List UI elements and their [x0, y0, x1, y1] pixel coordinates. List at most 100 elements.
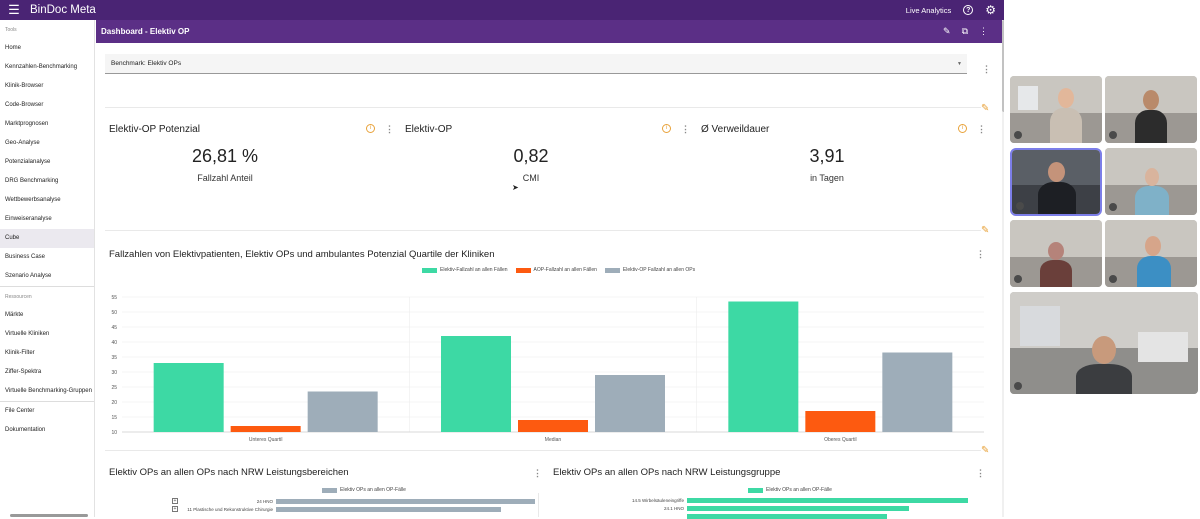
- legend-label: Elektiv-Fallzahl an allen Fällen: [440, 267, 508, 273]
- sidebar-item-geo-analyse[interactable]: Geo-Analyse: [5, 140, 40, 146]
- divider: [105, 450, 981, 451]
- legend-swatch: [604, 267, 620, 273]
- bar-elektiv-op-fallzahl: [595, 375, 665, 432]
- chart-title: Fallzahlen von Elektivpatienten, Elektiv…: [109, 249, 495, 260]
- expand-icon[interactable]: +: [172, 506, 178, 512]
- chart-more-icon[interactable]: ⋮: [976, 249, 985, 259]
- sidebar-item-drg-benchmarking[interactable]: DRG Benchmarking: [5, 178, 59, 184]
- kpi-label: CMI: [522, 173, 540, 183]
- y-tick-label: 55: [111, 295, 117, 301]
- kpi-more-icon[interactable]: ⋮: [681, 124, 690, 134]
- legend-item[interactable]: Elektiv-Fallzahl an allen Fällen: [422, 267, 508, 273]
- y-tick-label: 50: [111, 310, 117, 316]
- horizontal-bar[interactable]: [276, 499, 535, 504]
- sidebar-item-home[interactable]: Home: [5, 45, 22, 51]
- kpi-value: 0,82: [513, 146, 549, 166]
- sidebar-nav: Tools Home Kennzahlen-Benchmarking Klinik-B…: [0, 20, 95, 517]
- horizontal-bar-label: 24.1 HNO: [663, 505, 684, 511]
- video-tile[interactable]: [1105, 220, 1197, 287]
- chevron-down-icon[interactable]: ▼: [957, 61, 962, 67]
- video-tile[interactable]: [1105, 76, 1197, 143]
- sidebar-item-m-rkte[interactable]: Märkte: [5, 312, 24, 318]
- sidebar-item-potenzialanalyse[interactable]: Potenzialanalyse: [5, 159, 51, 165]
- sidebar-item-file-center[interactable]: File Center: [5, 408, 35, 414]
- sidebar-item-cube[interactable]: Cube: [0, 229, 94, 248]
- horizontal-bar[interactable]: [276, 507, 502, 512]
- sidebar-item-code-browser[interactable]: Code-Browser: [5, 102, 44, 108]
- info-icon[interactable]: i: [662, 124, 671, 133]
- bar-aop-fallzahl: [805, 411, 876, 432]
- legend-item[interactable]: Elektiv OPs an allen OP-Fälle: [748, 487, 832, 493]
- participant-body: [1135, 110, 1167, 143]
- video-tile[interactable]: [1010, 76, 1102, 143]
- sidebar-item-kennzahlen-benchmarking[interactable]: Kennzahlen-Benchmarking: [5, 64, 78, 70]
- kpi-value: 3,91: [809, 146, 845, 166]
- mic-muted-icon: [1109, 275, 1117, 283]
- chart-more-icon[interactable]: ⋮: [533, 468, 542, 478]
- horizontal-bar[interactable]: [687, 498, 968, 503]
- sidebar-item-marktprognosen[interactable]: Marktprognosen: [5, 121, 49, 127]
- live-analytics-label[interactable]: Live Analytics: [905, 5, 952, 15]
- gear-icon[interactable]: ⚙: [985, 3, 996, 17]
- more-vert-icon[interactable]: ⋮: [979, 26, 988, 36]
- expand-icon[interactable]: +: [172, 498, 178, 504]
- divider: [105, 230, 981, 231]
- chart-legend: Elektiv OPs an allen OP-Fälle: [322, 487, 414, 493]
- edit-pencil-icon[interactable]: ✎: [943, 26, 951, 36]
- mic-muted-icon: [1109, 131, 1117, 139]
- y-tick-label: 30: [111, 370, 117, 376]
- video-tile[interactable]: [1105, 148, 1197, 215]
- sidebar-item-business-case[interactable]: Business Case: [5, 254, 46, 260]
- benchmark-more-icon[interactable]: ⋮: [982, 64, 991, 74]
- x-tick-label: Median: [545, 437, 562, 443]
- sidebar-item-einweiseranalyse[interactable]: Einweiseranalyse: [5, 216, 52, 222]
- video-tile-self[interactable]: [1010, 292, 1198, 394]
- legend-label: Elektiv-OP Fallzahl an allen OPs: [622, 267, 696, 273]
- video-call-panel: [1004, 0, 1200, 517]
- kpi-more-icon[interactable]: ⋮: [977, 124, 986, 134]
- dashboard-title: Dashboard - Elektiv OP: [101, 27, 190, 36]
- sidebar-item-klinik-filter[interactable]: Klinik-Filter: [5, 350, 35, 356]
- legend-item[interactable]: Elektiv-OP Fallzahl an allen OPs: [604, 267, 696, 273]
- video-tile[interactable]: [1010, 220, 1102, 287]
- sidebar-scrollbar[interactable]: [10, 514, 88, 517]
- mic-muted-icon: [1014, 131, 1022, 139]
- bar-elektiv-op-fallzahl: [307, 391, 378, 432]
- edit-row-pencil-icon[interactable]: ✎: [981, 225, 990, 236]
- video-background: [1138, 332, 1188, 362]
- sidebar-item-klinik-browser[interactable]: Klinik-Browser: [5, 83, 44, 89]
- sidebar-section-tools: Tools: [5, 27, 17, 33]
- y-tick-label: 25: [111, 385, 117, 391]
- hamburger-menu-icon[interactable]: ☰: [8, 2, 20, 17]
- legend-item[interactable]: AOP-Fallzahl an allen Fällen: [515, 267, 597, 273]
- chart-more-icon[interactable]: ⋮: [976, 468, 985, 478]
- horizontal-bar-label: 11 Plastische und Rekonstruktive Chirurg…: [187, 506, 273, 512]
- sidebar-item-ziffer-spektra[interactable]: Ziffer-Spektra: [5, 369, 42, 375]
- legend-label: Elektiv OPs an allen OP-Fälle: [340, 487, 406, 493]
- info-icon[interactable]: i: [366, 124, 375, 133]
- video-tile-active-speaker[interactable]: [1010, 148, 1102, 216]
- legend-item[interactable]: Elektiv OPs an allen OP-Fälle: [322, 487, 406, 493]
- mic-muted-icon: [1016, 202, 1024, 210]
- benchmark-select[interactable]: Benchmark: Elektiv OPs ▼: [105, 54, 967, 74]
- dashboard-content: Dashboard - Elektiv OP ✎ ⧉ ⋮ Benchmark: …: [96, 20, 1008, 519]
- sidebar-item-dokumentation[interactable]: Dokumentation: [5, 427, 46, 433]
- info-icon[interactable]: i: [958, 124, 967, 133]
- horizontal-bar[interactable]: [687, 506, 909, 511]
- sidebar-item-virtuelle-benchmarking-gruppen[interactable]: Virtuelle Benchmarking-Gruppen: [5, 388, 92, 394]
- edit-row-pencil-icon[interactable]: ✎: [981, 103, 990, 114]
- sidebar-item-wettbewerbsanalyse[interactable]: Wettbewerbsanalyse: [5, 197, 61, 203]
- kpi-title: Elektiv-OP: [405, 124, 453, 135]
- participant-body: [1040, 260, 1072, 287]
- edit-row-pencil-icon[interactable]: ✎: [981, 445, 990, 456]
- sidebar-item-szenario-analyse[interactable]: Szenario Analyse: [5, 273, 52, 279]
- mic-muted-icon: [1014, 382, 1022, 390]
- help-icon[interactable]: ?: [963, 5, 974, 15]
- kpi-more-icon[interactable]: ⋮: [385, 124, 394, 134]
- kpi-label: Fallzahl Anteil: [197, 173, 253, 183]
- sidebar-item-virtuelle-kliniken[interactable]: Virtuelle Kliniken: [5, 331, 50, 337]
- legend-swatch: [422, 267, 437, 273]
- app-brand[interactable]: BinDoc Meta: [30, 4, 96, 16]
- participant-head: [1048, 162, 1065, 182]
- copy-icon[interactable]: ⧉: [961, 26, 968, 36]
